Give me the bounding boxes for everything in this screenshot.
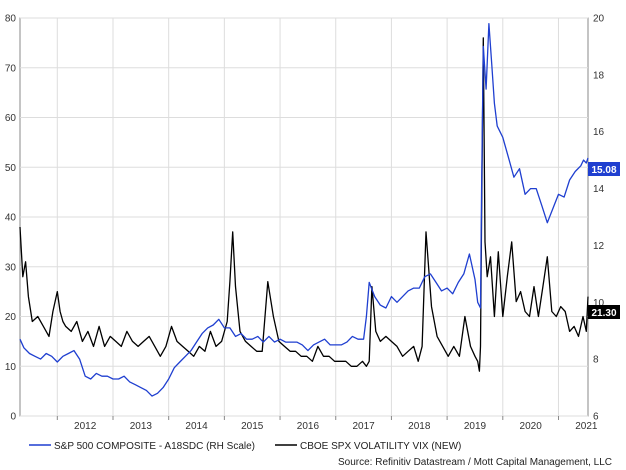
series-line-vix [19,37,589,372]
x-tick-label: 2020 [520,421,543,432]
left-tick-label: 70 [5,63,17,74]
series-layer [19,23,589,397]
legend-label-black: CBOE SPX VOLATILITY VIX (NEW) [300,441,461,452]
x-tick-label: 2021 [575,421,598,432]
badge-black-bg [588,305,620,319]
left-tick-label: 30 [5,262,17,273]
right-tick-label: 6 [593,412,599,423]
right-tick-label: 14 [593,184,605,195]
x-tick-label: 2015 [241,421,264,432]
legend-label-blue: S&P 500 COMPOSITE - A18SDC (RH Scale) [54,441,255,452]
right-tick-label: 18 [593,70,605,81]
badge-blue: 15.08 [588,162,620,176]
left-tick-label: 60 [5,113,17,124]
badge-black: 21.30 [588,305,620,319]
x-tick-label: 2018 [408,421,431,432]
badge-blue-bg [588,162,620,176]
grid [20,17,588,417]
right-tick-label: 16 [593,127,605,138]
left-tick-label: 20 [5,312,17,323]
left-tick-label: 50 [5,163,17,174]
source-note: Source: Refinitiv Datastream / Mott Capi… [338,457,612,468]
x-axis: 2012 2013 2014 2015 2016 2017 2018 2019 2020 2021 [56,416,598,432]
x-tick-label: 2017 [352,421,375,432]
legend: S&P 500 COMPOSITE - A18SDC (RH Scale) CB… [29,441,461,452]
x-tick-label: 2014 [185,421,208,432]
right-tick-label: 10 [593,298,605,309]
x-tick-label: 2019 [464,421,487,432]
left-tick-label: 40 [5,213,17,224]
left-tick-label: 0 [10,412,16,423]
right-tick-label: 20 [593,14,605,25]
series-line-sp500 [19,23,589,397]
right-tick-label: 8 [593,355,599,366]
right-tick-label: 12 [593,241,605,252]
left-tick-label: 10 [5,362,17,373]
right-axis: 6 8 10 12 14 16 18 20 [593,14,605,423]
badge-black-label: 21.30 [591,308,616,319]
x-tick-label: 2012 [74,421,97,432]
left-axis: 0 10 20 30 40 50 60 70 80 [5,14,17,423]
badge-blue-label: 15.08 [591,165,616,176]
x-tick-label: 2013 [130,421,153,432]
x-tick-label: 2016 [297,421,320,432]
left-tick-label: 80 [5,14,17,25]
